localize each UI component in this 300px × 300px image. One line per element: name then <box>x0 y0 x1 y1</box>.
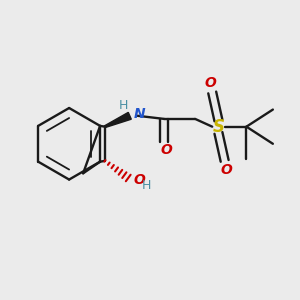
Text: O: O <box>220 163 232 177</box>
Text: O: O <box>134 172 146 187</box>
Text: O: O <box>205 76 217 90</box>
Text: H: H <box>118 99 128 112</box>
Text: O: O <box>160 143 172 157</box>
Text: N: N <box>134 107 145 121</box>
Polygon shape <box>104 112 131 128</box>
Text: S: S <box>212 118 224 136</box>
Text: H: H <box>142 179 151 192</box>
